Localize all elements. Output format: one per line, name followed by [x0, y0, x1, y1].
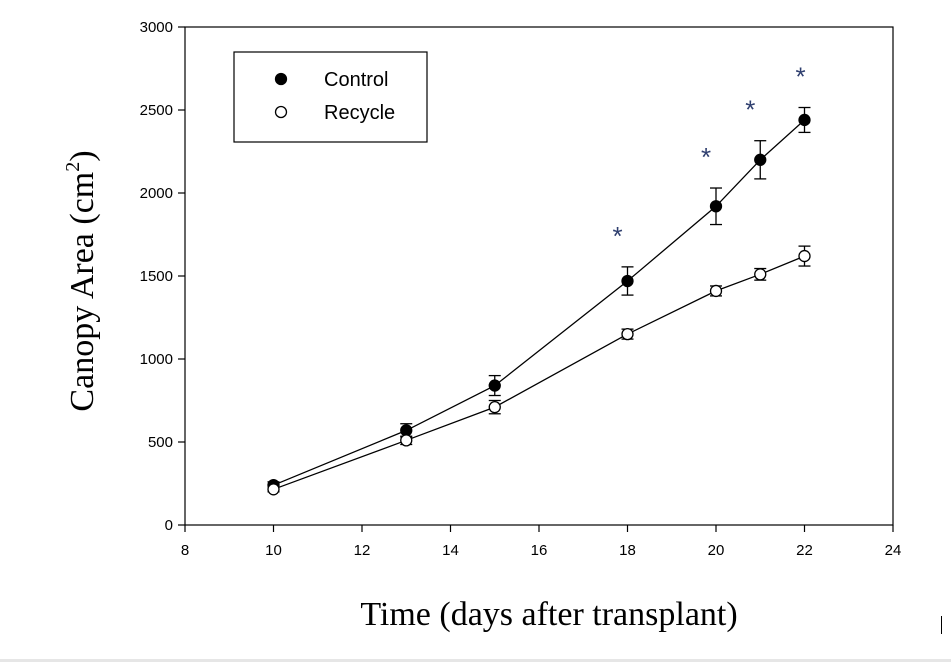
data-point-control — [798, 113, 811, 127]
significance-marker: * — [795, 62, 805, 92]
data-point-recycle — [798, 249, 811, 263]
data-point-recycle — [621, 327, 634, 341]
legend-box — [233, 51, 428, 143]
data-point-control — [754, 153, 767, 166]
legend-label-recycle: Recycle — [324, 102, 395, 124]
edge-marker — [941, 616, 942, 634]
y-tick-label: 0 — [165, 517, 173, 534]
significance-marker: * — [701, 142, 711, 172]
data-point-recycle — [488, 400, 501, 414]
x-tick-label: 16 — [531, 542, 548, 559]
y-tick-label: 1000 — [140, 351, 173, 368]
y-tick-label: 500 — [148, 434, 173, 451]
y-axis-title: Canopy Area (cm2) — [62, 150, 101, 411]
data-point-recycle — [709, 284, 723, 298]
x-tick-label: 20 — [708, 542, 725, 559]
significance-marker: * — [612, 221, 622, 251]
data-point-recycle — [754, 268, 767, 281]
data-point-control — [488, 379, 501, 392]
x-tick-label: 18 — [619, 542, 636, 559]
y-tick-label: 3000 — [140, 19, 173, 36]
y-tick-label: 2000 — [140, 185, 173, 202]
y-tick-label: 1500 — [140, 268, 173, 285]
series-line-control — [273, 119, 805, 486]
x-tick-label: 14 — [442, 542, 459, 559]
data-point-control — [621, 274, 634, 288]
data-point-recycle — [267, 483, 280, 496]
y-tick-label: 2500 — [140, 102, 173, 119]
significance-marker: * — [745, 95, 755, 125]
data-point-recycle — [400, 434, 413, 447]
x-axis-title: Time (days after transplant) — [360, 596, 737, 633]
series-line-recycle — [273, 255, 805, 490]
data-point-control — [709, 200, 723, 213]
y-axis-title-superscript: 2 — [62, 162, 84, 172]
y-axis-title-text: Canopy Area (cm — [64, 172, 101, 412]
bottom-divider — [0, 659, 951, 662]
legend-marker-recycle — [274, 105, 288, 119]
x-tick-label: 8 — [181, 542, 189, 559]
x-tick-label: 12 — [354, 542, 371, 559]
x-tick-label: 10 — [265, 542, 282, 559]
x-tick-label: 24 — [885, 542, 902, 559]
legend-marker-control — [274, 72, 288, 86]
y-axis-title-close: ) — [64, 150, 101, 161]
legend-label-control: Control — [324, 69, 388, 91]
x-tick-label: 22 — [796, 542, 813, 559]
